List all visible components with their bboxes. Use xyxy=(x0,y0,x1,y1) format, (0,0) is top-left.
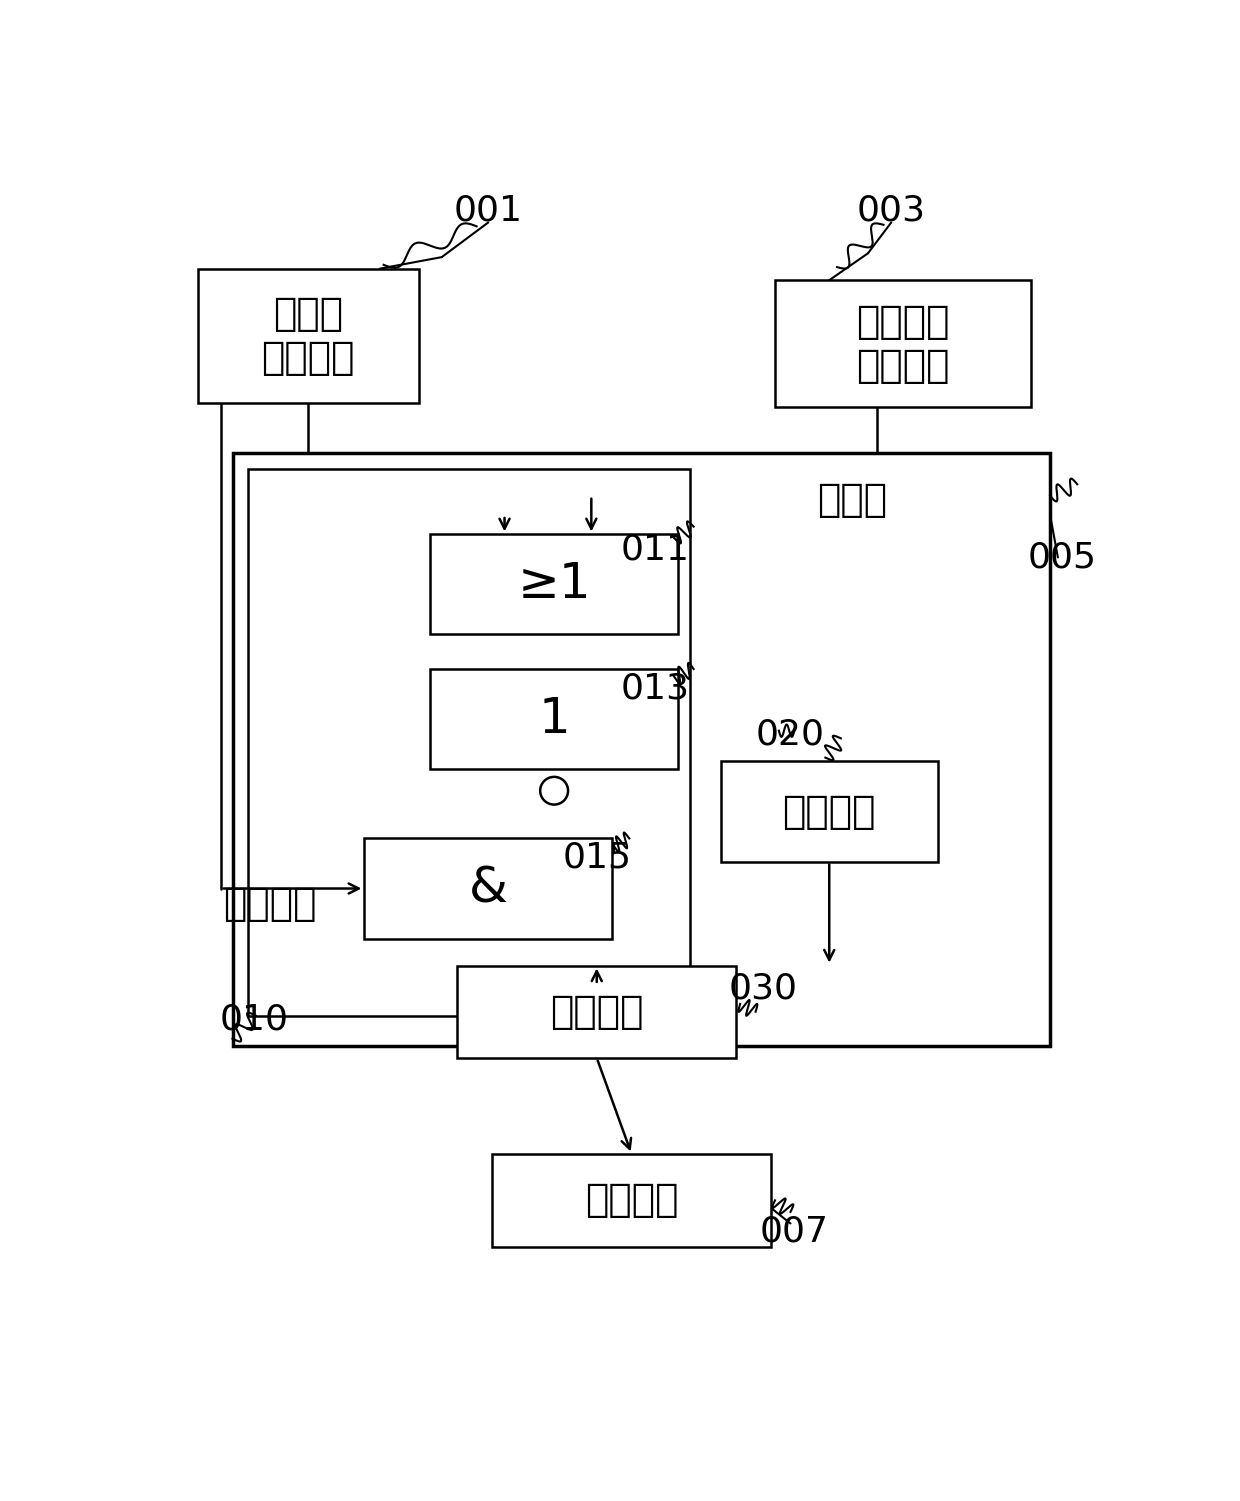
Bar xyxy=(365,839,613,938)
Text: 1: 1 xyxy=(538,695,570,743)
Bar xyxy=(430,669,678,769)
Text: 003: 003 xyxy=(857,194,926,228)
Text: 旁通逻辑: 旁通逻辑 xyxy=(223,886,316,923)
Text: ≥1: ≥1 xyxy=(517,560,591,608)
Bar xyxy=(775,281,1030,407)
Text: 030: 030 xyxy=(729,971,797,1006)
Text: 013: 013 xyxy=(620,671,689,705)
Bar xyxy=(720,761,937,862)
Text: 007: 007 xyxy=(760,1214,828,1249)
Bar xyxy=(430,534,678,635)
Bar xyxy=(197,269,419,404)
Text: 其他通道
旁通信号: 其他通道 旁通信号 xyxy=(856,303,950,384)
Bar xyxy=(458,965,737,1058)
Text: 自动逻辑: 自动逻辑 xyxy=(782,793,875,830)
Text: 010: 010 xyxy=(219,1003,289,1036)
Bar xyxy=(233,453,1050,1046)
Text: 005: 005 xyxy=(1027,540,1096,575)
Text: 011: 011 xyxy=(620,533,689,567)
Text: 015: 015 xyxy=(562,841,631,875)
Text: 执行机构: 执行机构 xyxy=(585,1181,678,1219)
Bar xyxy=(492,1154,771,1246)
Text: 控制站: 控制站 xyxy=(817,480,888,519)
Text: 001: 001 xyxy=(454,194,523,228)
Bar xyxy=(248,468,689,1016)
Text: 本通道
旁通信号: 本通道 旁通信号 xyxy=(262,296,355,377)
Text: 降级逻辑: 降级逻辑 xyxy=(551,992,644,1031)
Text: &: & xyxy=(469,865,507,913)
Text: 020: 020 xyxy=(756,717,825,752)
